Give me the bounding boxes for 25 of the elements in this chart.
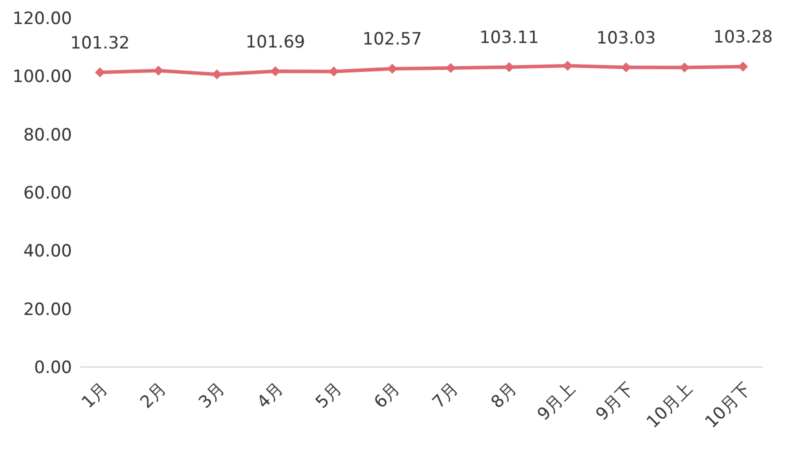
x-tick-label: 4月 <box>254 378 288 413</box>
data-label: 102.57 <box>362 30 422 50</box>
x-tick-label: 2月 <box>136 378 170 413</box>
x-tick-label: 9月上 <box>534 378 580 425</box>
x-tick-label: 9月下 <box>592 378 638 425</box>
y-tick-label: 0.00 <box>34 358 72 378</box>
x-tick-label: 1月 <box>78 378 112 413</box>
y-tick-label: 100.00 <box>12 67 72 88</box>
y-tick-label: 40.00 <box>23 242 72 262</box>
data-label: 103.28 <box>713 28 773 48</box>
x-tick-label: 10月上 <box>643 378 697 432</box>
data-label: 101.69 <box>246 32 306 52</box>
x-tick-label: 6月 <box>370 378 404 413</box>
data-label: 101.32 <box>70 33 130 54</box>
y-tick-label: 20.00 <box>23 300 72 320</box>
data-label: 103.11 <box>479 28 539 48</box>
x-tick-label: 8月 <box>487 378 522 413</box>
y-tick-label: 120.00 <box>12 9 72 30</box>
x-tick-label: 7月 <box>428 378 463 413</box>
x-tick-label: 3月 <box>195 378 229 413</box>
y-tick-label: 80.00 <box>23 125 72 146</box>
y-tick-label: 60.00 <box>23 184 72 204</box>
x-tick-label: 5月 <box>312 378 346 413</box>
data-label: 103.03 <box>596 28 656 48</box>
x-tick-label: 10月下 <box>702 378 756 432</box>
